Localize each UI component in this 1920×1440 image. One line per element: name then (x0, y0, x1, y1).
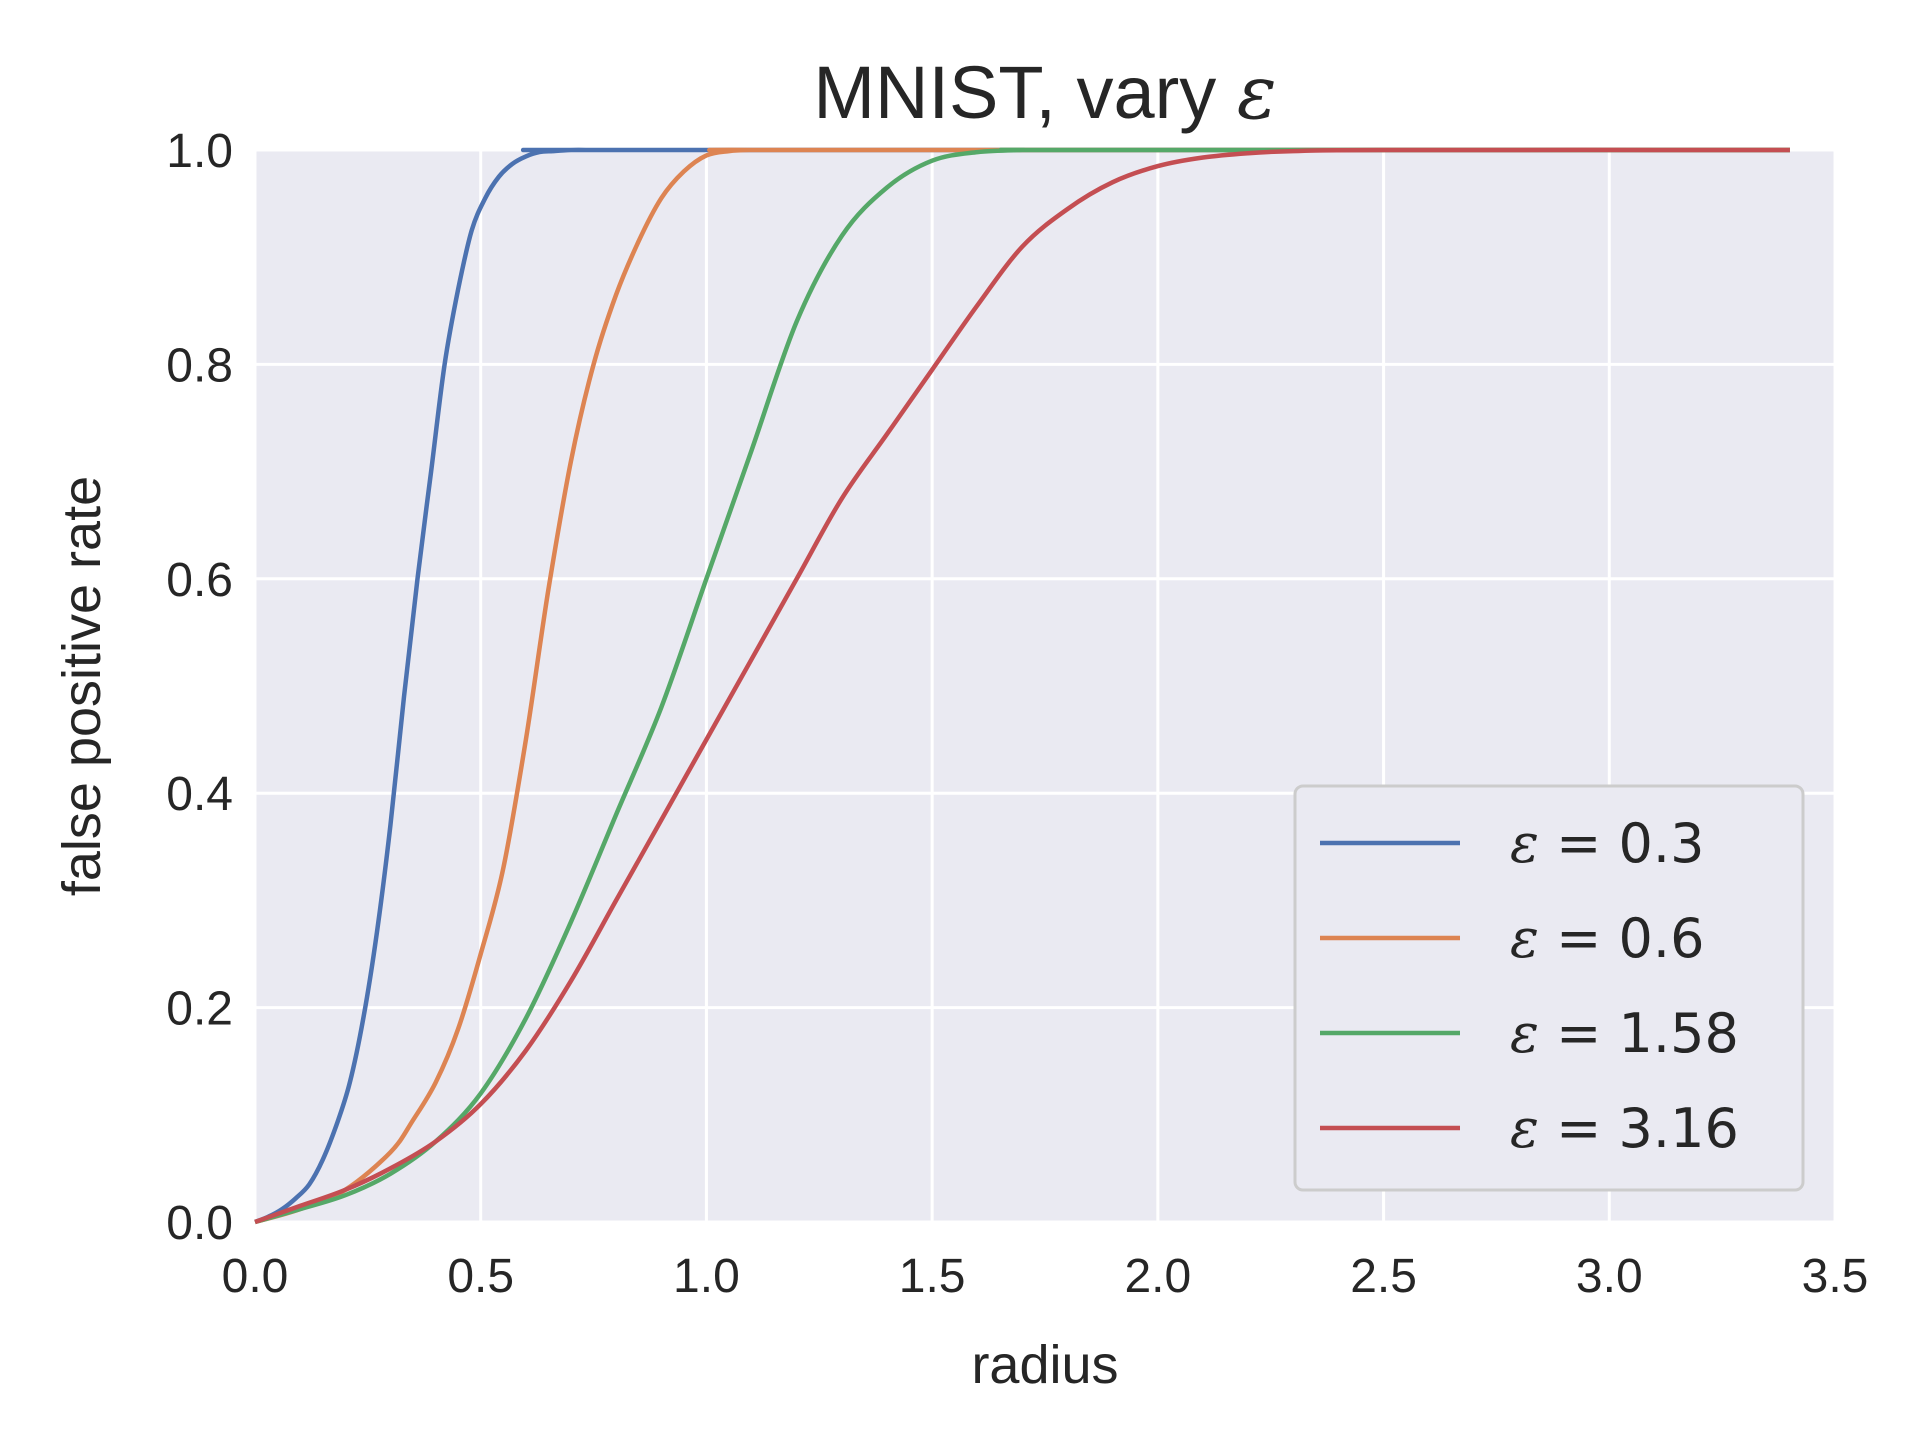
y-tick-label-4: 0.8 (166, 339, 233, 392)
x-tick-label-5: 2.5 (1350, 1250, 1417, 1303)
y-tick-label-2: 0.4 (166, 768, 233, 821)
legend: ε = 0.3 ε = 0.6 ε = 1.58 ε = 3.16 (1293, 784, 1805, 1192)
series-line-3 (254, 147, 1790, 1225)
legend-label-3: ε = 3.16 (1510, 1097, 1739, 1160)
x-tick-label-6: 3.0 (1576, 1250, 1643, 1303)
series-line-1 (254, 147, 1790, 1225)
legend-label-1: ε = 0.6 (1510, 907, 1704, 970)
y-tick-label-0: 0.0 (166, 1197, 233, 1250)
x-tick-label-7: 3.5 (1802, 1250, 1869, 1303)
y-tick-label-5: 1.0 (166, 125, 233, 178)
chart-title: MNIST, vary ε (813, 50, 1276, 136)
x-tick-label-3: 1.5 (899, 1250, 966, 1303)
y-tick-label-1: 0.2 (166, 983, 233, 1036)
y-axis-label: false positive rate (52, 476, 112, 896)
x-tick-label-2: 1.0 (673, 1250, 740, 1303)
legend-label-2: ε = 1.58 (1510, 1002, 1739, 1065)
legend-label-0: ε = 0.3 (1510, 812, 1704, 875)
x-tick-label-4: 2.0 (1124, 1250, 1191, 1303)
x-axis-label: radius (971, 1335, 1118, 1395)
y-tick-label-3: 0.6 (166, 554, 233, 607)
series-line-0 (254, 147, 1790, 1225)
y-tick-labels: 0.0 0.2 0.4 0.6 0.8 1.0 (166, 125, 233, 1250)
x-tick-label-0: 0.0 (222, 1250, 289, 1303)
series-lines (254, 147, 1790, 1225)
x-tick-label-1: 0.5 (447, 1250, 514, 1303)
legend-box (1293, 784, 1805, 1192)
x-tick-labels: 0.0 0.5 1.0 1.5 2.0 2.5 3.0 3.5 (222, 1250, 1869, 1303)
